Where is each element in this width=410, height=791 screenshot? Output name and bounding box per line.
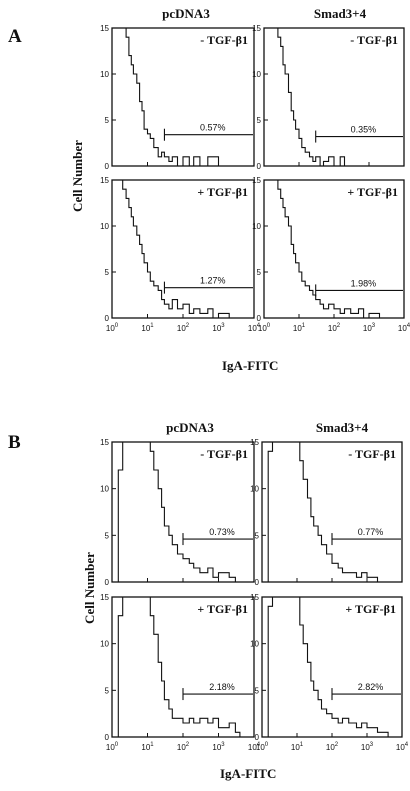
- y-tick-label: 5: [257, 116, 262, 125]
- y-tick-label: 5: [255, 686, 260, 695]
- y-tick-label: 5: [105, 531, 110, 540]
- histogram-trace: [262, 441, 402, 583]
- plot-frame: [111, 596, 255, 738]
- gate-percentage: 0.57%: [200, 123, 226, 133]
- x-tick-label: 100: [106, 323, 119, 333]
- plot-frame: [111, 179, 255, 319]
- y-tick-label: 0: [105, 162, 110, 171]
- y-tick-label: 15: [100, 593, 109, 602]
- y-tick-label: 10: [100, 640, 109, 649]
- gate-percentage: 1.98%: [351, 278, 377, 288]
- histogram-panel-1: 0 5 10 15 0.57% - TGF-β1: [100, 24, 255, 171]
- y-tick-label: 0: [105, 578, 110, 587]
- y-tick-label: 15: [250, 593, 259, 602]
- y-tick-label: 15: [100, 438, 109, 447]
- x-tick-label: 103: [212, 323, 225, 333]
- x-tick-label: 101: [141, 742, 154, 752]
- condition-label: + TGF-β1: [197, 602, 248, 616]
- x-tick-label: 102: [326, 742, 339, 752]
- x-axis-title-a: IgA-FITC: [222, 358, 279, 373]
- histogram-panel-8: 0 5 10 15 100 101 102 103 104 2.82% + TGF-β1: [250, 593, 409, 752]
- x-tick-label: 101: [141, 323, 154, 333]
- y-tick-label: 10: [100, 70, 109, 79]
- condition-label: - TGF-β1: [348, 447, 396, 461]
- column-title-pcdna3-b: pcDNA3: [166, 420, 214, 435]
- column-title-smad-a: Smad3+4: [313, 6, 367, 21]
- gate-percentage: 0.35%: [351, 125, 377, 135]
- x-tick-label: 104: [398, 323, 410, 333]
- panel-b-label: B: [8, 432, 21, 453]
- y-tick-label: 10: [100, 485, 109, 494]
- y-tick-label: 0: [105, 314, 110, 323]
- plot-frame: [263, 27, 405, 167]
- plot-frame: [111, 441, 255, 583]
- y-tick-label: 10: [100, 222, 109, 231]
- x-tick-label: 103: [212, 742, 225, 752]
- y-tick-label: 0: [105, 733, 110, 742]
- histogram-trace: [264, 27, 404, 167]
- gate-percentage: 0.73%: [209, 527, 235, 537]
- x-tick-label: 103: [363, 323, 376, 333]
- x-axis-title-b: IgA-FITC: [220, 766, 277, 781]
- histogram-panel-6: 0 5 10 15 0.77% - TGF-β1: [250, 438, 403, 587]
- x-tick-label: 101: [293, 323, 306, 333]
- y-tick-label: 0: [257, 162, 262, 171]
- x-tick-label: 100: [256, 742, 269, 752]
- y-tick-label: 10: [252, 222, 261, 231]
- x-tick-label: 102: [328, 323, 341, 333]
- histogram-trace: [112, 179, 254, 319]
- histogram-panel-2: 0 5 10 15 0.35% - TGF-β1: [252, 24, 405, 171]
- y-tick-label: 15: [252, 176, 261, 185]
- panel-a-label: A: [8, 26, 22, 47]
- y-tick-label: 15: [250, 438, 259, 447]
- gate-percentage: 1.27%: [200, 276, 226, 286]
- y-tick-label: 15: [252, 24, 261, 33]
- y-tick-label: 5: [105, 268, 110, 277]
- histogram-panel-5: 0 5 10 15 0.73% - TGF-β1: [100, 438, 255, 587]
- x-tick-label: 101: [291, 742, 304, 752]
- gate-percentage: 2.82%: [358, 682, 384, 692]
- condition-label: - TGF-β1: [200, 33, 248, 47]
- y-tick-label: 0: [255, 733, 260, 742]
- histogram-trace: [264, 179, 404, 319]
- condition-label: + TGF-β1: [347, 185, 398, 199]
- gate-percentage: 2.18%: [209, 682, 235, 692]
- y-tick-label: 15: [100, 176, 109, 185]
- y-tick-label: 10: [250, 640, 259, 649]
- histogram-trace: [262, 596, 402, 738]
- x-tick-label: 104: [248, 323, 261, 333]
- y-tick-label: 0: [257, 314, 262, 323]
- condition-label: + TGF-β1: [197, 185, 248, 199]
- histogram-trace: [112, 596, 254, 738]
- y-tick-label: 5: [105, 116, 110, 125]
- condition-label: - TGF-β1: [200, 447, 248, 461]
- x-tick-label: 103: [361, 742, 374, 752]
- plot-frame: [263, 179, 405, 319]
- histogram-trace: [112, 441, 254, 583]
- x-tick-label: 104: [248, 742, 261, 752]
- x-tick-label: 104: [396, 742, 409, 752]
- condition-label: - TGF-β1: [350, 33, 398, 47]
- y-tick-label: 15: [100, 24, 109, 33]
- x-tick-label: 100: [258, 323, 271, 333]
- condition-label: + TGF-β1: [345, 602, 396, 616]
- x-tick-label: 102: [177, 323, 190, 333]
- x-tick-label: 102: [177, 742, 190, 752]
- column-title-smad-b: Smad3+4: [315, 420, 369, 435]
- gate-percentage: 0.77%: [358, 527, 384, 537]
- y-tick-label: 5: [257, 268, 262, 277]
- histogram-panel-4: 0 5 10 15 100 101 102 103 104 1.98% + TGF-β1: [252, 176, 410, 333]
- y-tick-label: 10: [250, 485, 259, 494]
- histogram-trace: [112, 27, 254, 167]
- plot-frame: [111, 27, 255, 167]
- y-tick-label: 5: [255, 531, 260, 540]
- column-title-pcdna3-a: pcDNA3: [162, 6, 210, 21]
- y-tick-label: 10: [252, 70, 261, 79]
- x-tick-label: 100: [106, 742, 119, 752]
- y-tick-label: 5: [105, 686, 110, 695]
- y-tick-label: 0: [255, 578, 260, 587]
